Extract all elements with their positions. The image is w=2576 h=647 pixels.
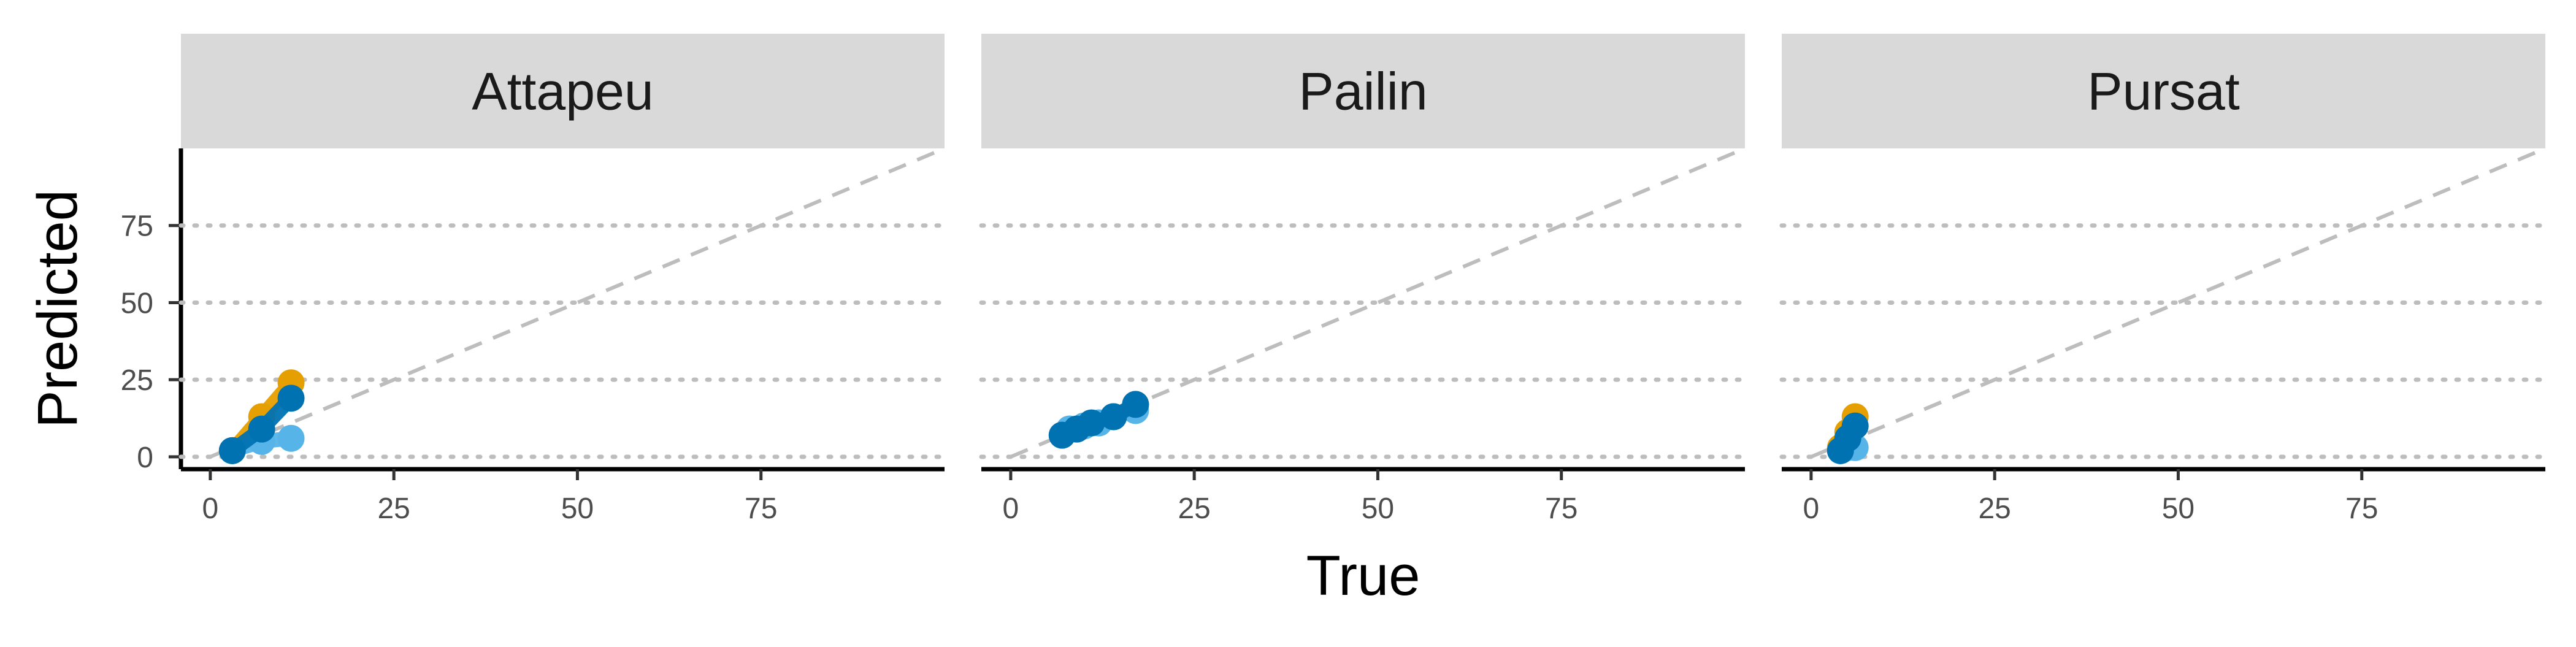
data-point-dark_blue-0	[218, 437, 246, 464]
x-tick-label-50: 50	[1362, 492, 1394, 525]
reference-line	[1810, 147, 2547, 459]
data-point-dark_blue-1	[248, 415, 275, 443]
x-tick-label-75: 75	[745, 492, 777, 525]
panel-pailin: Pailin 0 25 50 75	[979, 34, 1747, 525]
y-tick-label-75: 75	[121, 210, 153, 243]
x-axis-title: True	[1306, 545, 1420, 607]
x-tick-label-75: 75	[1545, 492, 1577, 525]
x-tick-label-50: 50	[2162, 492, 2195, 525]
x-tick-label-50: 50	[561, 492, 594, 525]
y-tick-label-0: 0	[137, 442, 153, 474]
y-tick-label-50: 50	[121, 287, 153, 320]
data-point-light_blue-2	[277, 424, 305, 452]
x-tick-label-25: 25	[1978, 492, 2011, 525]
panel-title: Pailin	[1298, 63, 1427, 121]
data-point-dark_blue-3	[1100, 403, 1127, 431]
data-point-dark_blue-2	[1841, 412, 1869, 440]
panel-title: Pursat	[2087, 63, 2240, 121]
x-tick-label-0: 0	[1003, 492, 1019, 525]
data-point-dark_blue-2	[1078, 409, 1105, 437]
data-point-dark_blue-2	[277, 385, 305, 412]
x-tick-label-0: 0	[1803, 492, 1820, 525]
x-tick-label-25: 25	[1178, 492, 1210, 525]
y-axis-title: Predicted	[26, 190, 89, 428]
panel-pursat: Pursat 0 25 50 75	[1779, 34, 2548, 525]
x-tick-label-25: 25	[377, 492, 410, 525]
strip-background	[181, 34, 945, 148]
panel-attapeu: Attapeu 0 25 50 75	[178, 34, 947, 525]
strip-background	[981, 34, 1745, 148]
data-point-dark_blue-4	[1122, 391, 1149, 418]
x-tick-label-0: 0	[202, 492, 219, 525]
panel-title: Attapeu	[472, 63, 653, 121]
reference-line	[209, 147, 946, 459]
x-tick-label-75: 75	[2345, 492, 2378, 525]
strip-background	[1782, 34, 2545, 148]
y-tick-label-25: 25	[121, 364, 153, 397]
